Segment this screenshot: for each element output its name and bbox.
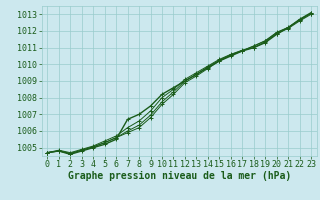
X-axis label: Graphe pression niveau de la mer (hPa): Graphe pression niveau de la mer (hPa) xyxy=(68,171,291,181)
